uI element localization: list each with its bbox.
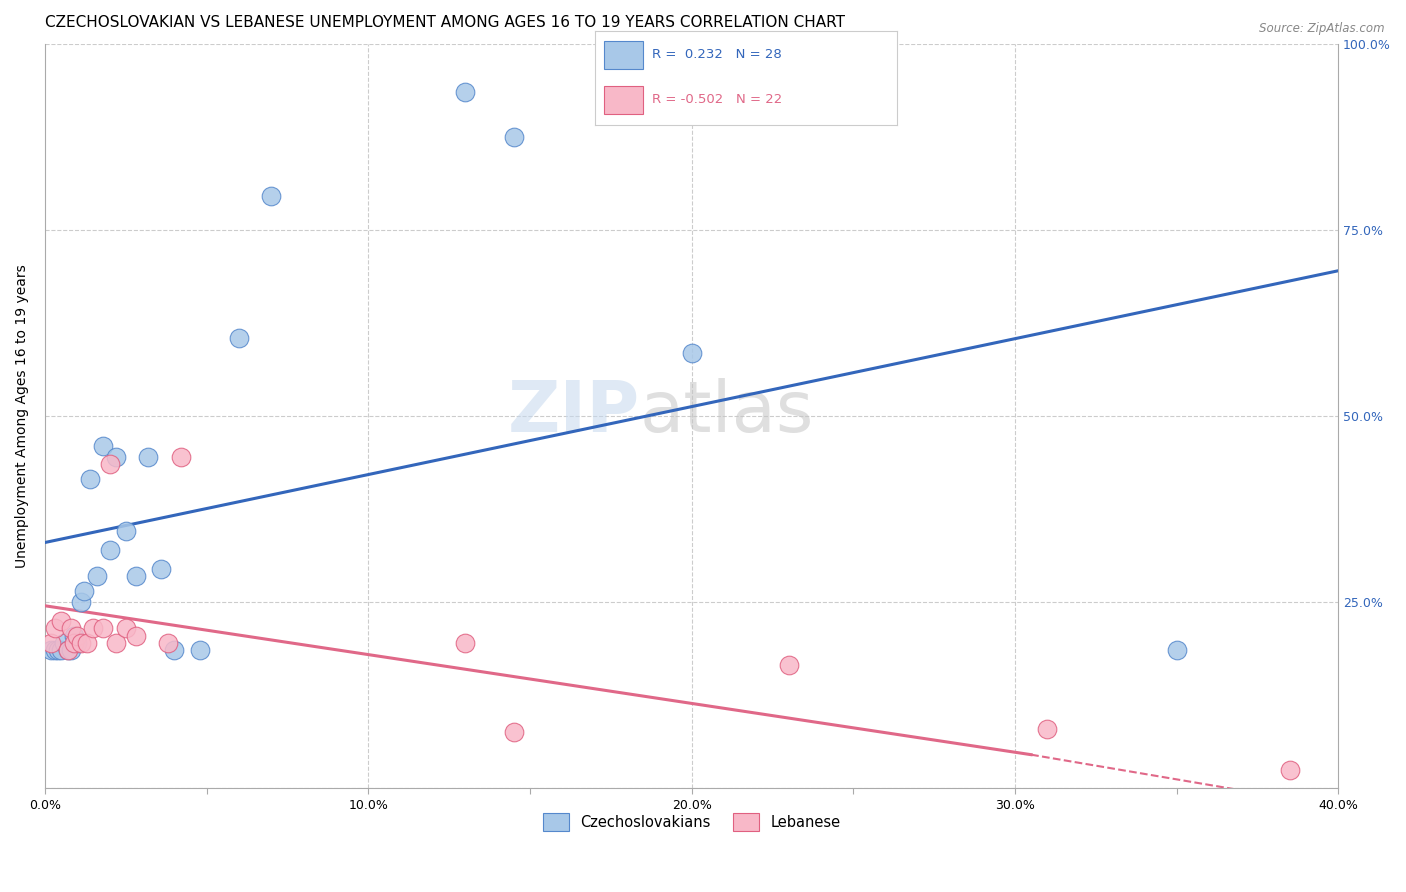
Point: [105, 450, 128, 464]
Point: [44, 643, 66, 657]
Point: [66, 636, 89, 650]
Point: [1278, 763, 1301, 777]
Point: [41, 643, 63, 657]
Point: [124, 569, 146, 583]
Point: [79, 472, 101, 486]
Point: [49, 614, 72, 628]
Point: [454, 636, 477, 650]
Point: [138, 450, 160, 464]
Y-axis label: Unemployment Among Ages 16 to 19 years: Unemployment Among Ages 16 to 19 years: [15, 264, 30, 568]
FancyBboxPatch shape: [603, 86, 643, 113]
Point: [681, 345, 703, 359]
Point: [156, 636, 179, 650]
Text: Source: ZipAtlas.com: Source: ZipAtlas.com: [1260, 22, 1385, 36]
Point: [502, 725, 524, 739]
Text: R = -0.502   N = 22: R = -0.502 N = 22: [652, 93, 782, 106]
Point: [56, 643, 79, 657]
Point: [150, 561, 173, 575]
Point: [188, 643, 211, 657]
Point: [778, 658, 800, 673]
Point: [73, 583, 96, 598]
Point: [163, 643, 186, 657]
Point: [1036, 722, 1059, 736]
Point: [46, 643, 69, 657]
Point: [105, 636, 128, 650]
Text: atlas: atlas: [640, 377, 814, 447]
Text: R =  0.232   N = 28: R = 0.232 N = 28: [652, 48, 782, 62]
Point: [59, 621, 82, 635]
Point: [228, 331, 250, 345]
Point: [114, 524, 136, 539]
Point: [98, 543, 121, 558]
Point: [502, 129, 524, 144]
Point: [41, 636, 63, 650]
Point: [76, 636, 98, 650]
Point: [44, 621, 66, 635]
FancyBboxPatch shape: [603, 40, 643, 69]
Point: [260, 189, 283, 203]
Point: [56, 643, 79, 657]
Point: [69, 636, 91, 650]
Point: [82, 621, 104, 635]
Point: [98, 458, 121, 472]
Text: ZIP: ZIP: [508, 377, 640, 447]
Point: [114, 621, 136, 635]
Point: [86, 569, 108, 583]
Point: [91, 439, 114, 453]
Text: CZECHOSLOVAKIAN VS LEBANESE UNEMPLOYMENT AMONG AGES 16 TO 19 YEARS CORRELATION C: CZECHOSLOVAKIAN VS LEBANESE UNEMPLOYMENT…: [45, 15, 845, 30]
Point: [59, 643, 82, 657]
Point: [1166, 643, 1188, 657]
Point: [170, 450, 193, 464]
Point: [63, 629, 86, 643]
Point: [63, 636, 86, 650]
Point: [66, 629, 89, 643]
Point: [53, 636, 76, 650]
Point: [124, 629, 146, 643]
Legend: Czechoslovakians, Lebanese: Czechoslovakians, Lebanese: [537, 807, 846, 837]
Point: [49, 643, 72, 657]
Point: [91, 621, 114, 635]
Point: [69, 595, 91, 609]
Point: [454, 85, 477, 99]
